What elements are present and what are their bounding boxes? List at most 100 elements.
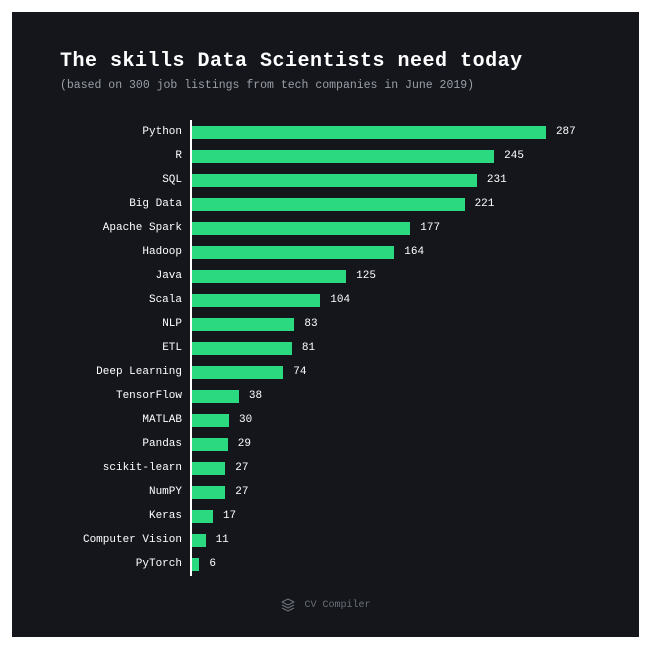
bar-value: 11 <box>216 534 229 546</box>
bar-label: TensorFlow <box>60 390 190 402</box>
bar <box>192 486 225 499</box>
bar-track: 38 <box>192 390 591 403</box>
bar-row: ETL 81 <box>60 336 591 360</box>
bar-value: 30 <box>239 414 252 426</box>
bar-track: 287 <box>192 126 591 139</box>
chart-card: The skills Data Scientists need today (b… <box>12 12 639 637</box>
bar-row: Hadoop 164 <box>60 240 591 264</box>
bar-value: 245 <box>504 150 524 162</box>
bar <box>192 198 465 211</box>
bar-row: NLP 83 <box>60 312 591 336</box>
bar-track: 231 <box>192 174 591 187</box>
bar-row: Apache Spark 177 <box>60 216 591 240</box>
bar-track: 221 <box>192 198 591 211</box>
bar-row: Pandas 29 <box>60 432 591 456</box>
bar-track: 30 <box>192 414 591 427</box>
bar-track: 125 <box>192 270 591 283</box>
bar <box>192 414 229 427</box>
bar-label: Pandas <box>60 438 190 450</box>
bar-row: Big Data 221 <box>60 192 591 216</box>
bar-label: Computer Vision <box>60 534 190 546</box>
bar-value: 17 <box>223 510 236 522</box>
bar <box>192 222 410 235</box>
bar-value: 27 <box>235 486 248 498</box>
bar-row: Java 125 <box>60 264 591 288</box>
bar-value: 177 <box>420 222 440 234</box>
bar-row: scikit-learn 27 <box>60 456 591 480</box>
bar-track: 74 <box>192 366 591 379</box>
bar-value: 231 <box>487 174 507 186</box>
bar <box>192 246 394 259</box>
chart-title: The skills Data Scientists need today <box>60 50 591 73</box>
bar-label: scikit-learn <box>60 462 190 474</box>
bar <box>192 462 225 475</box>
bar-label: ETL <box>60 342 190 354</box>
bar-track: 29 <box>192 438 591 451</box>
bar-label: R <box>60 150 190 162</box>
bar-row: Computer Vision 11 <box>60 528 591 552</box>
bar <box>192 558 199 571</box>
bar-row: SQL 231 <box>60 168 591 192</box>
bar-label: Big Data <box>60 198 190 210</box>
bar <box>192 294 320 307</box>
bar-track: 83 <box>192 318 591 331</box>
bar-row: PyTorch 6 <box>60 552 591 576</box>
bar <box>192 174 477 187</box>
bar-track: 11 <box>192 534 591 547</box>
bar <box>192 342 292 355</box>
bar-value: 83 <box>304 318 317 330</box>
bar-track: 27 <box>192 462 591 475</box>
bar-label: Keras <box>60 510 190 522</box>
bar-value: 287 <box>556 126 576 138</box>
bar-label: Python <box>60 126 190 138</box>
stack-icon <box>280 597 296 613</box>
bar <box>192 510 213 523</box>
bar-value: 125 <box>356 270 376 282</box>
bar-row: Keras 17 <box>60 504 591 528</box>
bar-row: Deep Learning74 <box>60 360 591 384</box>
bar-label: Java <box>60 270 190 282</box>
bar-label: MATLAB <box>60 414 190 426</box>
bar-value: 6 <box>209 558 216 570</box>
bar <box>192 438 228 451</box>
bar <box>192 126 546 139</box>
bar <box>192 366 283 379</box>
bar-value: 74 <box>293 366 306 378</box>
bar-track: 81 <box>192 342 591 355</box>
bar <box>192 270 346 283</box>
bar-label: PyTorch <box>60 558 190 570</box>
bar-row: MATLAB 30 <box>60 408 591 432</box>
bar-row: Scala 104 <box>60 288 591 312</box>
bar-label: Hadoop <box>60 246 190 258</box>
bar-label: Scala <box>60 294 190 306</box>
bar-row: TensorFlow 38 <box>60 384 591 408</box>
bar <box>192 390 239 403</box>
footer-brand: CV Compiler <box>304 600 370 611</box>
bar-row: R 245 <box>60 144 591 168</box>
bar-track: 177 <box>192 222 591 235</box>
bar-label: SQL <box>60 174 190 186</box>
bar-value: 29 <box>238 438 251 450</box>
bar-chart: Python 287 R 245 SQL 231 Big Data 221 Apache Spa… <box>60 120 591 576</box>
bar-row: NumPY 27 <box>60 480 591 504</box>
bar-value: 81 <box>302 342 315 354</box>
bar-label: NLP <box>60 318 190 330</box>
bar-track: 164 <box>192 246 591 259</box>
bar-value: 221 <box>475 198 495 210</box>
bar-label: NumPY <box>60 486 190 498</box>
bar-value: 38 <box>249 390 262 402</box>
footer: CV Compiler <box>12 597 639 613</box>
bar-value: 104 <box>330 294 350 306</box>
bar-value: 27 <box>235 462 248 474</box>
bar <box>192 318 294 331</box>
bar-track: 27 <box>192 486 591 499</box>
bar-label: Apache Spark <box>60 222 190 234</box>
bar-track: 104 <box>192 294 591 307</box>
bar <box>192 150 494 163</box>
bar <box>192 534 206 547</box>
bar-track: 245 <box>192 150 591 163</box>
bar-track: 6 <box>192 558 591 571</box>
chart-subtitle: (based on 300 job listings from tech com… <box>60 79 591 92</box>
bar-row: Python 287 <box>60 120 591 144</box>
bar-value: 164 <box>404 246 424 258</box>
